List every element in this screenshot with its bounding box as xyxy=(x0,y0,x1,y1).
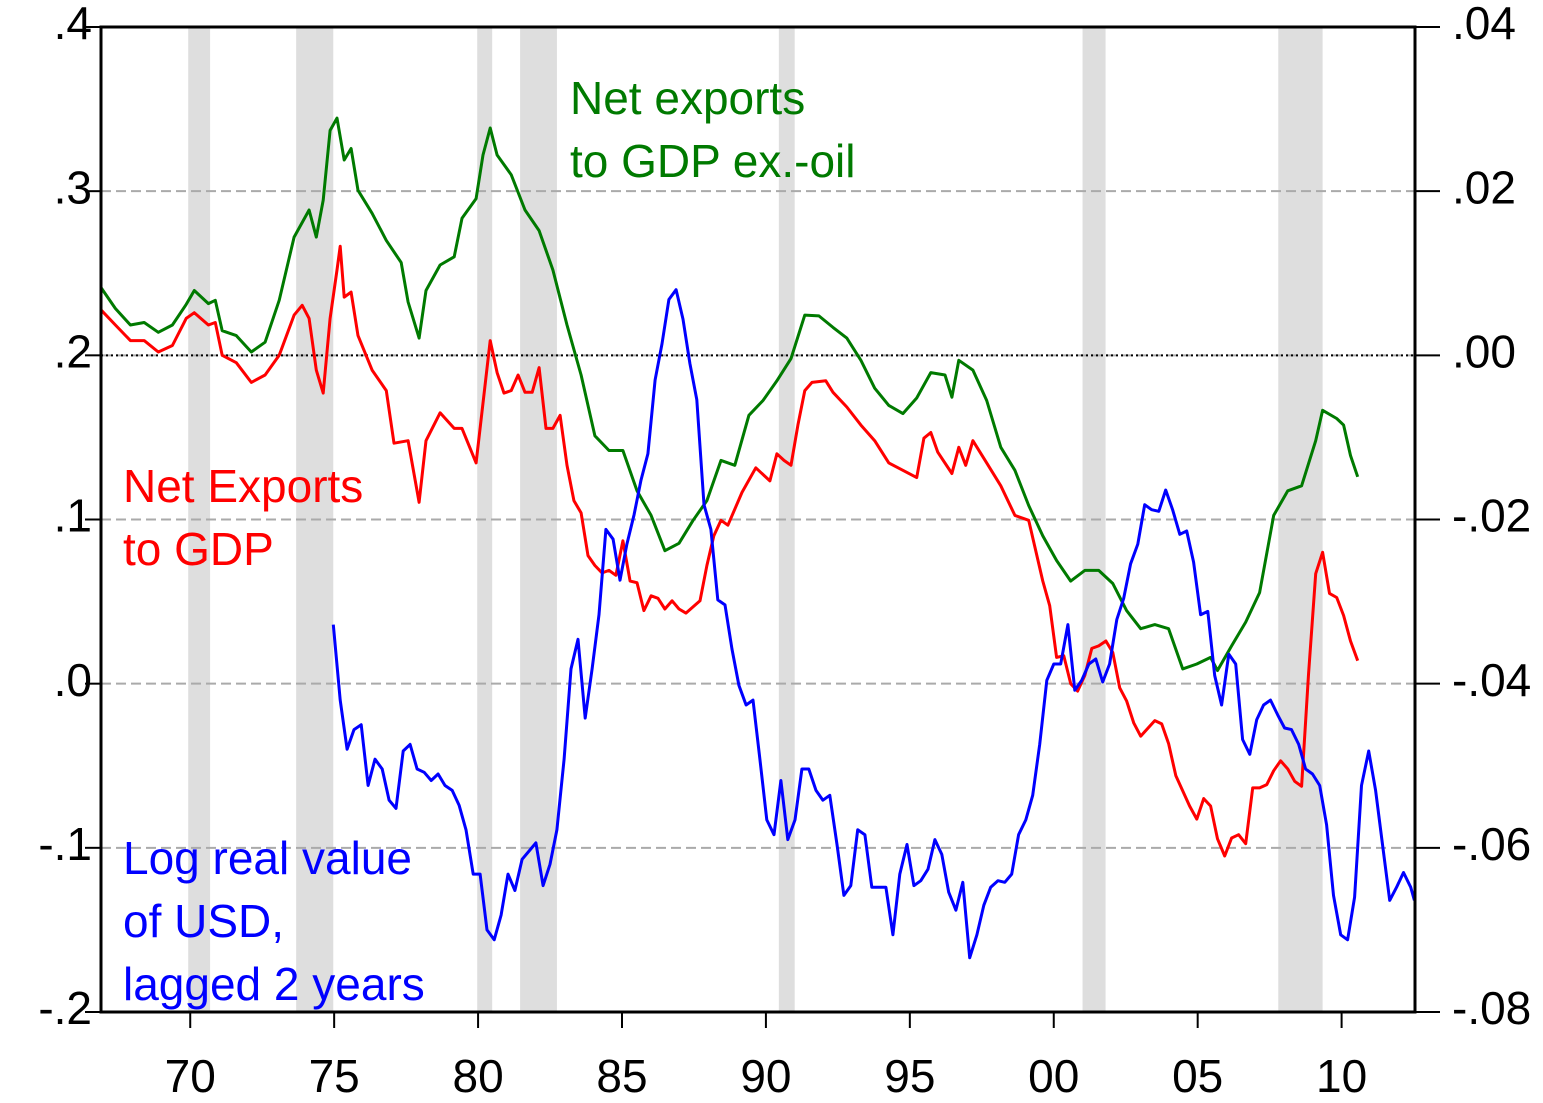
y-tick-label: -.2 xyxy=(38,982,92,1034)
y-tick-label: .3 xyxy=(54,161,92,213)
series-label: Net Exports xyxy=(123,460,363,512)
y-tick-label: .4 xyxy=(54,0,92,49)
y2-tick-label: .04 xyxy=(1452,0,1516,49)
series-label: of USD, xyxy=(123,895,284,947)
y-tick-label: .2 xyxy=(54,325,92,377)
series-label: Net exports xyxy=(570,72,805,124)
y-tick-label: -.1 xyxy=(38,818,92,870)
plot-frame xyxy=(99,25,1417,1014)
y-tick-label: .0 xyxy=(54,654,92,706)
series-label: to GDP xyxy=(123,523,274,575)
x-tick-label: 90 xyxy=(740,1050,791,1102)
x-tick-label: 05 xyxy=(1172,1050,1223,1102)
recession-band xyxy=(1278,27,1323,1012)
y-tick-label: .1 xyxy=(54,490,92,542)
y2-tick-label: .00 xyxy=(1452,325,1516,377)
x-tick-label: 95 xyxy=(884,1050,935,1102)
y2-tick-label: .02 xyxy=(1452,161,1516,213)
recession-band xyxy=(778,27,795,1012)
x-tick-label: 75 xyxy=(309,1050,360,1102)
x-tick-label: 10 xyxy=(1316,1050,1367,1102)
series-line xyxy=(331,288,1416,960)
y2-tick-label: -.02 xyxy=(1452,490,1531,542)
y2-tick-label: -.06 xyxy=(1452,818,1531,870)
y2-tick-label: -.04 xyxy=(1452,654,1531,706)
x-tick-label: 80 xyxy=(452,1050,503,1102)
y2-tick-label: -.08 xyxy=(1452,982,1531,1034)
series-line xyxy=(100,116,1360,672)
series-label: lagged 2 years xyxy=(123,958,425,1010)
x-tick-label: 00 xyxy=(1028,1050,1079,1102)
x-tick-label: 85 xyxy=(596,1050,647,1102)
series-label: to GDP ex.-oil xyxy=(570,135,855,187)
x-tick-label: 70 xyxy=(165,1050,216,1102)
series-line xyxy=(100,244,1360,858)
series-label: Log real value xyxy=(123,832,412,884)
